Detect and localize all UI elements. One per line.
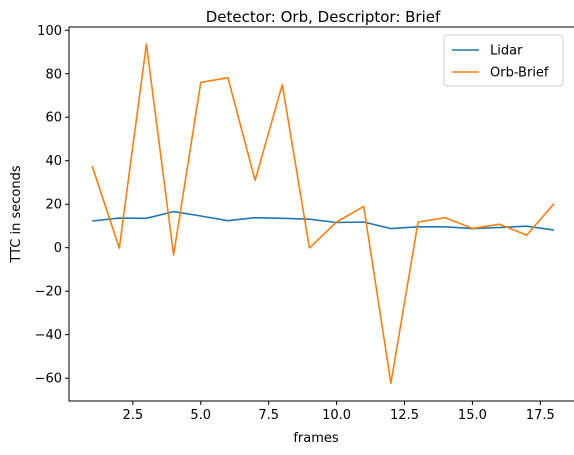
x-axis-ticks: 2.5 5.0 7.5 10.0 12.5 15.0 17.5 bbox=[122, 401, 555, 423]
x-tick-label: 15.0 bbox=[458, 408, 487, 423]
y-tick-label: 20 bbox=[45, 198, 62, 213]
y-tick-label: −40 bbox=[35, 328, 62, 343]
plot-frame bbox=[68, 26, 574, 402]
series-layer bbox=[91, 43, 555, 385]
y-tick-label: 60 bbox=[45, 111, 62, 126]
series-line-orb-brief bbox=[91, 43, 555, 385]
series-line-lidar bbox=[92, 210, 555, 231]
y-tick-label: −60 bbox=[35, 372, 62, 387]
x-tick-label: 17.5 bbox=[526, 408, 555, 423]
legend-box bbox=[443, 34, 564, 87]
y-tick-label: 100 bbox=[37, 24, 62, 39]
y-tick-label: 0 bbox=[54, 241, 62, 256]
y-tick-label: 80 bbox=[45, 67, 62, 82]
y-tick-label: −20 bbox=[35, 285, 62, 300]
legend: Lidar Orb-Brief bbox=[443, 34, 564, 87]
x-axis-label: frames bbox=[293, 431, 339, 446]
x-tick-label: 12.5 bbox=[390, 408, 419, 423]
x-tick-label: 5.0 bbox=[190, 408, 211, 423]
y-axis-label: TTC in seconds bbox=[9, 165, 24, 263]
legend-label-orb-brief: Orb-Brief bbox=[490, 66, 549, 81]
y-tick-label: 40 bbox=[45, 154, 62, 169]
x-tick-label: 10.0 bbox=[322, 408, 351, 423]
y-axis-ticks: −60 −40 −20 0 20 40 60 80 100 bbox=[35, 24, 69, 387]
x-tick-label: 2.5 bbox=[122, 408, 143, 423]
legend-label-lidar: Lidar bbox=[490, 44, 523, 59]
x-tick-label: 7.5 bbox=[258, 408, 279, 423]
chart-title: Detector: Orb, Descriptor: Brief bbox=[206, 8, 441, 26]
